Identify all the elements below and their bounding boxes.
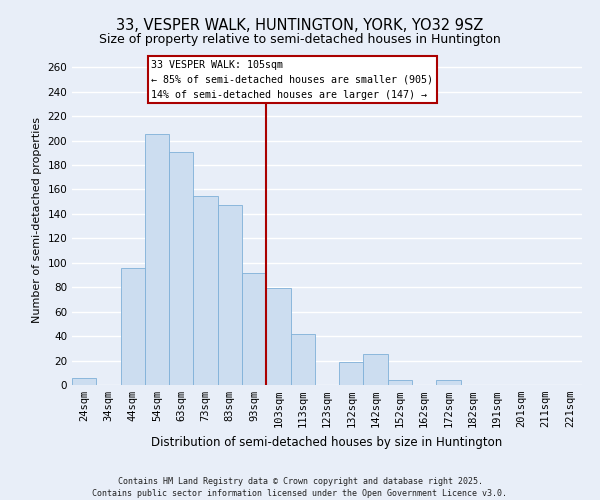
Text: Size of property relative to semi-detached houses in Huntington: Size of property relative to semi-detach… <box>99 32 501 46</box>
Bar <box>121 268 145 385</box>
Bar <box>72 378 96 385</box>
Bar <box>169 152 193 385</box>
Bar <box>290 334 315 385</box>
Bar <box>364 354 388 385</box>
Bar <box>436 380 461 385</box>
Bar <box>193 196 218 385</box>
Bar <box>242 272 266 385</box>
Text: 33, VESPER WALK, HUNTINGTON, YORK, YO32 9SZ: 33, VESPER WALK, HUNTINGTON, YORK, YO32 … <box>116 18 484 32</box>
Y-axis label: Number of semi-detached properties: Number of semi-detached properties <box>32 117 42 323</box>
Bar <box>339 362 364 385</box>
Bar <box>266 288 290 385</box>
Bar <box>145 134 169 385</box>
Text: 33 VESPER WALK: 105sqm
← 85% of semi-detached houses are smaller (905)
14% of se: 33 VESPER WALK: 105sqm ← 85% of semi-det… <box>151 60 433 100</box>
X-axis label: Distribution of semi-detached houses by size in Huntington: Distribution of semi-detached houses by … <box>151 436 503 448</box>
Bar <box>218 206 242 385</box>
Bar <box>388 380 412 385</box>
Text: Contains HM Land Registry data © Crown copyright and database right 2025.
Contai: Contains HM Land Registry data © Crown c… <box>92 476 508 498</box>
